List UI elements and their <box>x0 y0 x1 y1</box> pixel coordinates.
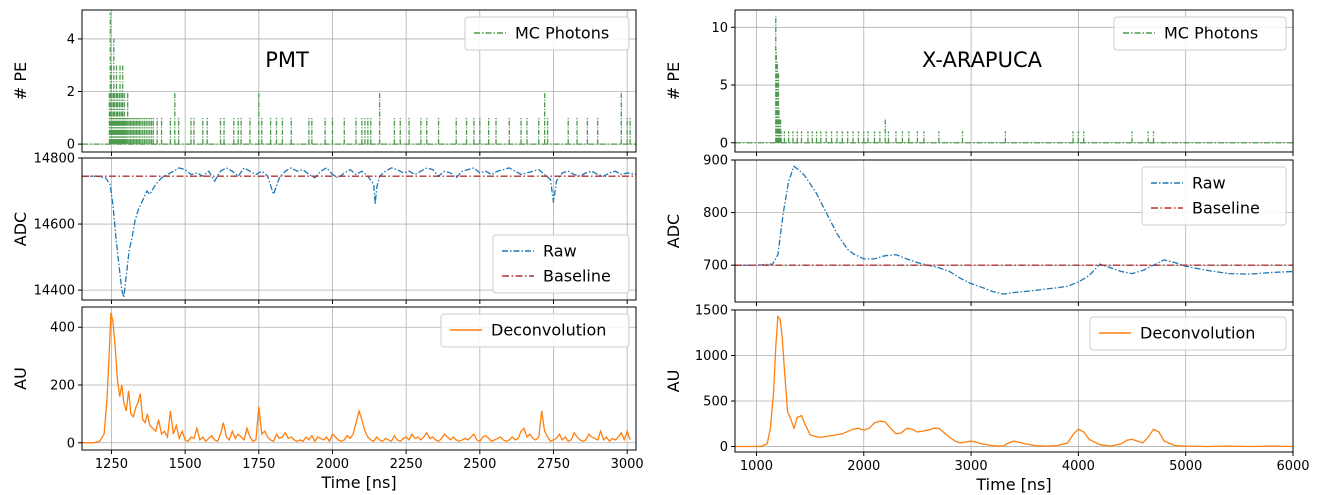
subplot-0: 0 5 10 # PE MC Photons <box>664 9 1294 156</box>
x-tick-label: 1250 <box>95 457 128 472</box>
plot-area <box>735 165 1293 295</box>
legend-label: Baseline <box>543 267 611 286</box>
axes-frame <box>81 306 637 451</box>
legend-box <box>1141 166 1287 226</box>
y-tick-label: 0 <box>67 436 75 451</box>
legend-label: Deconvolution <box>1140 324 1255 343</box>
y-tick-label: 2 <box>67 85 75 100</box>
plot-area <box>82 12 636 145</box>
legend: MC Photons <box>464 16 630 51</box>
y-tick-label: 0 <box>720 136 728 151</box>
legend-box <box>440 313 630 348</box>
x-tick-label: 1750 <box>242 457 275 472</box>
x-axis-label: Time [ns] <box>320 473 396 492</box>
y-axis-label: AU <box>664 370 683 393</box>
plot-area <box>735 314 1293 448</box>
legend-box <box>1113 16 1287 51</box>
axes-frame <box>81 9 637 153</box>
legend-box <box>492 234 630 294</box>
x-tick-label: 5000 <box>1169 459 1202 474</box>
x-tick-label: 1000 <box>740 459 773 474</box>
y-tick-label: 200 <box>50 379 75 394</box>
y-tick-label: 14600 <box>34 218 75 233</box>
x-tick-label: 1500 <box>169 457 202 472</box>
legend: Deconvolution <box>440 313 630 348</box>
series-line-deconvolution <box>82 312 631 444</box>
x-tick-label: 2000 <box>316 457 349 472</box>
subplot-1: 14400 14600 14800 ADC Raw Baseline <box>11 152 637 304</box>
y-tick-label: 700 <box>703 259 728 274</box>
series-line-deconvolution <box>735 314 1293 448</box>
x-tick-label: 3000 <box>955 459 988 474</box>
y-tick-label: 400 <box>50 321 75 336</box>
legend: Deconvolution <box>1089 316 1287 351</box>
legend-label: Deconvolution <box>491 321 606 340</box>
x-tick-label: 2000 <box>847 459 880 474</box>
series-line-raw <box>735 165 1293 295</box>
y-axis-label: AU <box>11 367 30 390</box>
axes-frame <box>734 159 1294 303</box>
y-tick-label: 900 <box>703 154 728 169</box>
y-tick-label: 0 <box>67 138 75 153</box>
axes-frame <box>734 309 1294 453</box>
y-tick-label: 1500 <box>695 304 728 319</box>
x-tick-label: 2500 <box>463 457 496 472</box>
panel-annotation: X-ARAPUCA <box>922 48 1043 72</box>
subplot-2: 0 200 400 1250 1500 1750 2000 2250 2500 2750 3000 A… <box>11 306 644 472</box>
legend-label: Raw <box>1192 174 1226 193</box>
plot-area <box>735 15 1293 144</box>
y-tick-label: 14800 <box>34 152 75 167</box>
y-tick-label: 5 <box>720 79 728 94</box>
legend: Raw Baseline <box>492 234 630 294</box>
y-tick-label: 14400 <box>34 284 75 299</box>
x-tick-label: 3000 <box>611 457 644 472</box>
plot-area <box>82 167 636 298</box>
x-tick-label: 4000 <box>1062 459 1095 474</box>
x-axis-label: Time [ns] <box>975 475 1051 494</box>
legend-label: Baseline <box>1192 199 1260 218</box>
series-line-raw <box>82 167 636 298</box>
plot-area <box>82 312 631 444</box>
y-axis-label: # PE <box>11 62 30 100</box>
legend: Raw Baseline <box>1141 166 1287 226</box>
subplot-2: 0 500 1000 1500 1000 2000 3000 4000 5000 6000 AU De… <box>664 304 1310 475</box>
axes-frame <box>734 9 1294 153</box>
subplot-1: 700 800 900 ADC Raw Baseline <box>664 154 1294 306</box>
y-tick-label: 800 <box>703 206 728 221</box>
y-tick-label: 1000 <box>695 349 728 364</box>
x-tick-label: 2750 <box>537 457 570 472</box>
x-tick-label: 6000 <box>1276 459 1309 474</box>
x-tick-label: 2250 <box>390 457 423 472</box>
chart-panel-left: 0 2 4 # PE MC Photons 14400 14600 14800 ADC Raw Ba… <box>11 9 644 492</box>
legend-box <box>1089 316 1287 351</box>
legend-label: Raw <box>543 242 577 261</box>
legend-box <box>464 16 630 51</box>
axes-frame <box>81 157 637 301</box>
legend-label: MC Photons <box>515 24 609 43</box>
y-tick-label: 10 <box>711 21 728 36</box>
legend-label: MC Photons <box>1164 24 1258 43</box>
subplot-0: 0 2 4 # PE MC Photons <box>11 9 637 156</box>
panel-annotation: PMT <box>265 48 309 72</box>
y-tick-label: 500 <box>703 395 728 410</box>
chart-panel-right: 0 5 10 # PE MC Photons 700 800 900 ADC Raw Baselin… <box>664 9 1310 494</box>
y-axis-label: # PE <box>664 62 683 100</box>
y-tick-label: 4 <box>67 32 75 47</box>
legend: MC Photons <box>1113 16 1287 51</box>
y-axis-label: ADC <box>11 212 30 246</box>
y-axis-label: ADC <box>664 214 683 248</box>
y-tick-label: 0 <box>720 440 728 455</box>
